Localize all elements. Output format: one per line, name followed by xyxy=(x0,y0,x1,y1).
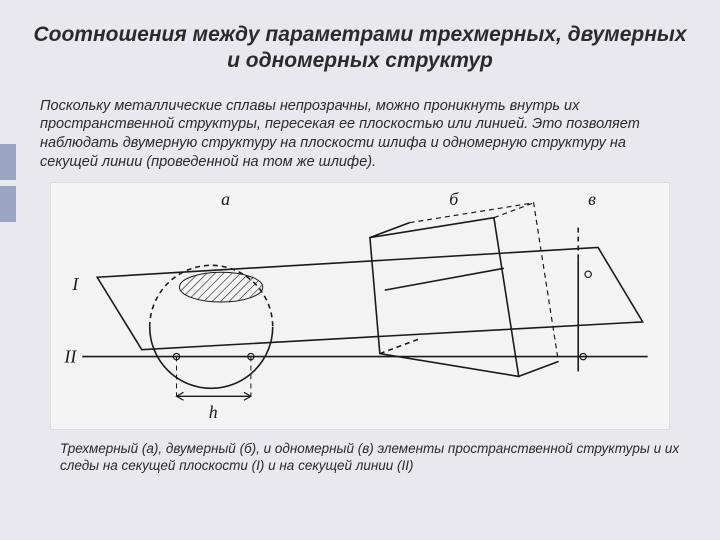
figure-svg: абвIIIh xyxy=(51,183,669,429)
svg-text:II: II xyxy=(63,346,77,366)
slide-title: Соотношения между параметрами трехмерных… xyxy=(30,22,690,75)
svg-text:б: б xyxy=(449,189,459,209)
slide-body: Поскольку металлические сплавы непрозрач… xyxy=(30,97,690,172)
svg-text:а: а xyxy=(221,189,230,209)
svg-text:I: I xyxy=(71,274,79,294)
slide: Соотношения между параметрами трехмерных… xyxy=(0,0,720,540)
svg-text:h: h xyxy=(209,402,218,422)
svg-text:в: в xyxy=(588,189,596,209)
figure-caption: Трехмерный (а), двумерный (б), и одномер… xyxy=(30,440,690,475)
figure: абвIIIh xyxy=(50,182,670,430)
